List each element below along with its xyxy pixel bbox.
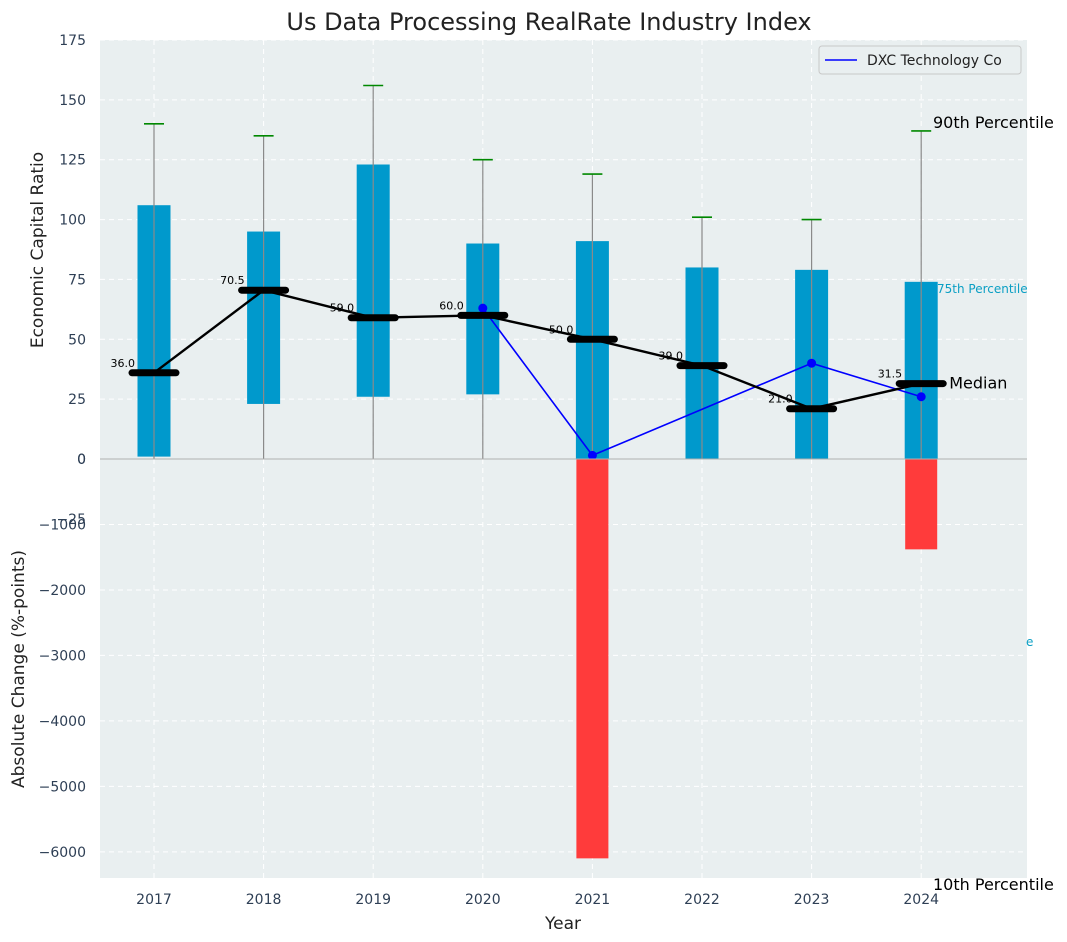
absolute-change-panel: 0 −1000 −2000 −3000 −4000 −5000 −6000 [39,452,1027,878]
x-tick-label: 2017 [136,892,172,908]
y-tick-label: 0 [77,452,86,468]
company-point [587,450,597,460]
legend-entry-company: DXC Technology Co [867,53,1002,69]
p10-annotation: 10th Percentile [933,875,1054,894]
x-tick-label: 2020 [465,892,501,908]
change-bars [576,459,938,859]
y-tick-label: 25 [68,392,86,408]
bottom-y-ticks: 0 −1000 −2000 −3000 −4000 −5000 −6000 [39,452,86,861]
bottom-annotations: e 10th Percentile [933,635,1054,894]
median-value-label: 36.0 [111,357,136,370]
x-tick-label: 2022 [684,892,720,908]
median-line [153,288,922,410]
median-value-label: 31.5 [878,368,903,381]
company-series [478,303,926,460]
percentile-annotations: 90th Percentile 75th Percentile Median [933,113,1054,393]
x-tick-label: 2023 [794,892,830,908]
x-tick-label: 2018 [246,892,282,908]
y-tick-label: −1000 [39,517,86,533]
change-bar [905,459,938,550]
x-tick-label: 2021 [575,892,611,908]
x-tick-label: 2024 [903,892,939,908]
y-tick-label: 100 [59,213,86,229]
median-annotation: Median [949,374,1007,393]
y-axis-label-top: Economic Capital Ratio [28,152,48,348]
company-point [807,358,817,368]
median-value-label: 59.0 [330,302,355,315]
legend: DXC Technology Co [818,45,1022,75]
percentile-boxes [137,84,938,491]
change-bar [576,459,609,859]
y-tick-label: 125 [59,153,86,169]
x-ticks: 2017 2018 2019 2020 2021 2022 2023 2024 [136,892,939,908]
y-tick-label: 50 [68,332,86,348]
x-axis-label: Year [544,914,581,934]
y-tick-label: 0 [77,452,86,468]
y-tick-label: −25 [56,512,86,528]
y-tick-label: 175 [59,33,86,49]
median-value-label: 21.0 [768,393,793,406]
x-tick-label: 2019 [355,892,391,908]
y-tick-label: −3000 [39,648,86,664]
median-value-label: 60.0 [439,299,464,312]
legend-box [818,45,1022,75]
y-tick-label: −6000 [39,845,86,861]
company-point [916,392,926,402]
median-value-label: 50.0 [549,323,574,336]
company-point [478,303,488,313]
y-tick-label: −5000 [39,779,86,795]
top-plot-background [100,40,1027,459]
chart-title: Us Data Processing RealRate Industry Ind… [286,8,811,36]
y-axis-label-bottom: Absolute Change (%-points) [9,550,29,788]
median-value-label: 70.5 [220,274,245,287]
p25-annotation-clipped: e [1026,635,1033,649]
median-series: 36.0 70.5 59.0 60.0 50.0 39.0 21.0 31.5 [111,274,947,413]
bottom-plot-background [100,459,1027,878]
company-line [482,307,922,457]
y-tick-label: 75 [68,272,86,288]
p90-annotation: 90th Percentile [933,113,1054,132]
median-value-label: 39.0 [659,350,684,363]
y-tick-label: −4000 [39,714,86,730]
y-tick-label: 150 [59,93,86,109]
p75-annotation: 75th Percentile [937,282,1028,296]
top-y-ticks: 175 150 125 100 75 50 25 0 −25 [56,33,86,528]
economic-capital-panel: 175 150 125 100 75 50 25 0 −25 36.0 70.5 59.0 60.0 5… [56,33,1053,528]
y-tick-label: −2000 [39,583,86,599]
